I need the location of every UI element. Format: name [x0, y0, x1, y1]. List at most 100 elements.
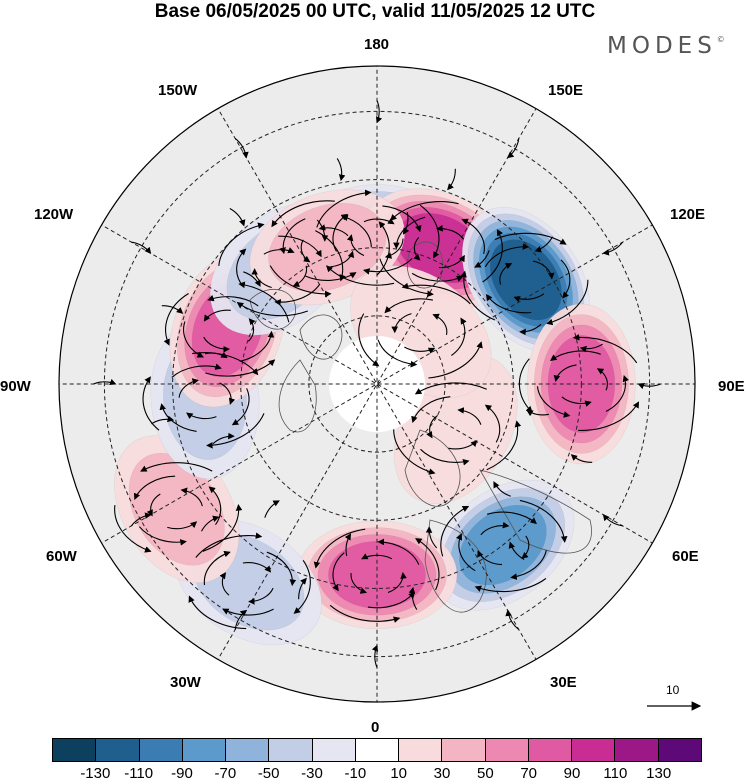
- streamline: [367, 591, 416, 609]
- streamline: [382, 205, 422, 233]
- streamline: [432, 313, 448, 336]
- reference-vector-label: 10: [666, 683, 680, 697]
- streamline: [279, 218, 306, 255]
- streamline: [140, 462, 213, 472]
- streamline: [460, 270, 496, 321]
- colorbar-tick-label: 50: [476, 765, 494, 782]
- streamline: [371, 644, 379, 668]
- streamline: [248, 318, 256, 342]
- streamline: [330, 250, 355, 268]
- streamline: [329, 604, 401, 623]
- streamline: [243, 271, 261, 287]
- streamline: [482, 229, 503, 283]
- streamline: [474, 578, 547, 593]
- streamline: [605, 374, 629, 412]
- anomaly-field: [114, 184, 636, 646]
- colorbar-cell: [528, 739, 573, 761]
- streamline: [461, 218, 485, 255]
- streamline: [402, 211, 410, 235]
- streamline: [218, 222, 265, 266]
- streamline: [572, 334, 638, 364]
- streamline: [425, 526, 438, 549]
- streamline: [508, 541, 525, 560]
- streamline: [570, 454, 593, 463]
- colorbar-cell: [615, 739, 659, 761]
- land-outline: [406, 241, 444, 289]
- land-outline: [424, 519, 487, 613]
- streamline: [440, 506, 470, 557]
- streamline: [186, 412, 217, 420]
- streamline: [236, 248, 247, 288]
- streamline: [477, 550, 503, 566]
- streamline: [242, 562, 272, 573]
- streamline: [390, 201, 459, 221]
- lon-label-90e: 90E: [718, 378, 745, 395]
- streamline: [316, 219, 329, 242]
- streamline: [428, 341, 483, 379]
- colorbar-tick-label: 70: [520, 765, 537, 782]
- streamline: [602, 241, 624, 256]
- streamline: [313, 528, 366, 569]
- streamline: [363, 258, 413, 275]
- colorbar-cell: [226, 739, 270, 761]
- meridian-line: [206, 88, 548, 680]
- colorbar-tick-label: 130: [646, 765, 672, 782]
- streamline: [300, 239, 311, 263]
- lon-label-30e: 30E: [550, 674, 577, 691]
- streamline: [204, 351, 228, 359]
- lon-label-0: 0: [371, 719, 380, 736]
- brand-text: MODES: [607, 33, 717, 59]
- meridian-line: [81, 213, 673, 555]
- streamline: [485, 293, 532, 314]
- streamline: [203, 336, 230, 353]
- lon-label-60w: 60W: [46, 548, 77, 565]
- streamline: [234, 609, 248, 630]
- streamline: [579, 343, 603, 353]
- colorbar-tick-label: 110: [603, 765, 628, 782]
- streamline: [510, 550, 547, 580]
- streamline: [206, 413, 265, 449]
- streamline: [550, 350, 601, 361]
- streamline: [344, 533, 352, 557]
- graticule: [59, 66, 695, 702]
- streamline: [426, 414, 438, 439]
- colorbar-cell: [269, 739, 313, 761]
- streamline: [207, 295, 259, 307]
- streamline: [151, 415, 175, 425]
- colorbar-tick-label: -110: [124, 765, 154, 782]
- streamline: [316, 189, 372, 228]
- streamline: [346, 234, 365, 257]
- streamline: [596, 368, 608, 391]
- streamline: [387, 572, 407, 594]
- colorbar: [52, 738, 702, 762]
- streamline: [602, 513, 623, 527]
- streamline: [219, 572, 230, 596]
- streamline: [506, 138, 520, 159]
- streamline: [205, 359, 276, 377]
- streamline: [438, 254, 465, 269]
- streamline: [505, 609, 520, 631]
- streamline: [536, 386, 571, 418]
- streamline: [413, 237, 421, 261]
- streamline: [411, 396, 451, 424]
- colorbar-cell: [399, 739, 443, 761]
- streamline: [415, 538, 440, 591]
- colorbar-tick-label: -10: [344, 765, 367, 782]
- streamline: [534, 236, 553, 253]
- streamline: [269, 265, 332, 298]
- streamline: [526, 409, 550, 417]
- wind-streamlines: [93, 100, 661, 668]
- streamline: [161, 305, 184, 314]
- streamline: [560, 259, 571, 299]
- streamline: [484, 404, 501, 443]
- meridian-line: [81, 213, 673, 555]
- streamline: [231, 388, 250, 426]
- streamline: [167, 521, 198, 530]
- land-outline: [299, 314, 343, 360]
- streamline: [266, 551, 297, 587]
- streamline: [278, 235, 322, 258]
- streamline: [212, 432, 235, 445]
- colorbar-cell: [139, 739, 183, 761]
- streamline: [546, 279, 589, 326]
